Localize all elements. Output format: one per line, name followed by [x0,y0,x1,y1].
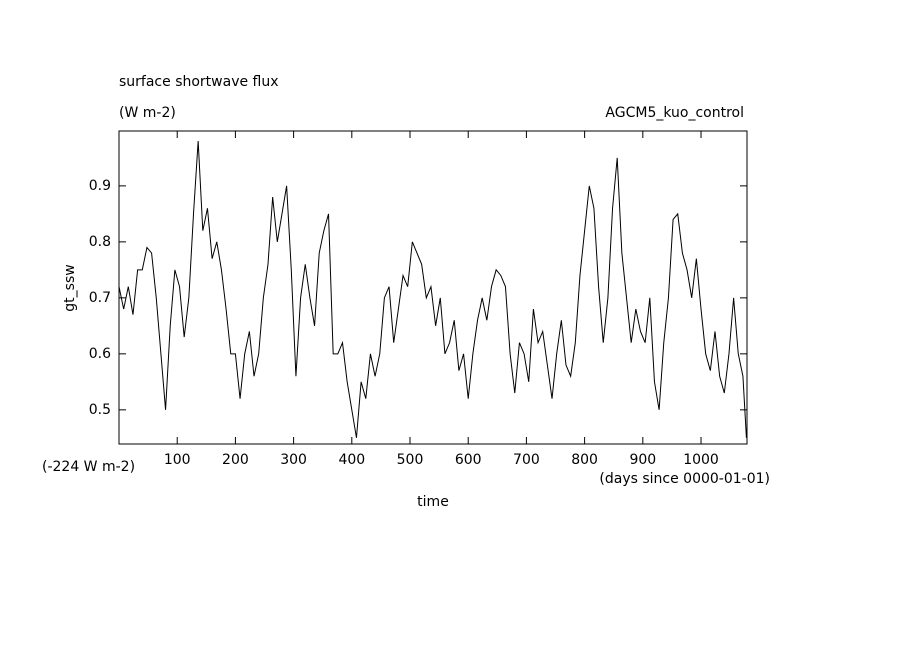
x-unit-label: (days since 0000-01-01) [599,471,770,487]
x-tick-label: 600 [455,452,482,468]
x-tick-label: 900 [629,452,656,468]
chart-title: surface shortwave flux [119,74,279,90]
data-line [118,141,747,438]
y-tick-label: 0.8 [89,234,111,250]
y-axis-label: gt_ssw [62,264,78,311]
y-tick-label: 0.7 [89,290,111,306]
x-tick-label: 1000 [683,452,719,468]
offset-label: (-224 W m-2) [42,459,135,475]
y-tick-label: 0.6 [89,346,111,362]
x-tick-label: 800 [571,452,598,468]
x-tick-label: 100 [164,452,191,468]
y-tick-label: 0.5 [89,402,111,418]
y-tick-label: 0.9 [89,178,111,194]
x-tick-label: 500 [397,452,424,468]
x-axis-label: time [417,494,449,510]
x-tick-label: 700 [513,452,540,468]
chart-subtitle: (W m-2) [119,105,176,121]
annotation: AGCM5_kuo_control [605,105,744,121]
x-tick-label: 300 [280,452,307,468]
plot-frame [118,130,748,445]
x-tick-label: 400 [338,452,365,468]
x-tick-label: 200 [222,452,249,468]
